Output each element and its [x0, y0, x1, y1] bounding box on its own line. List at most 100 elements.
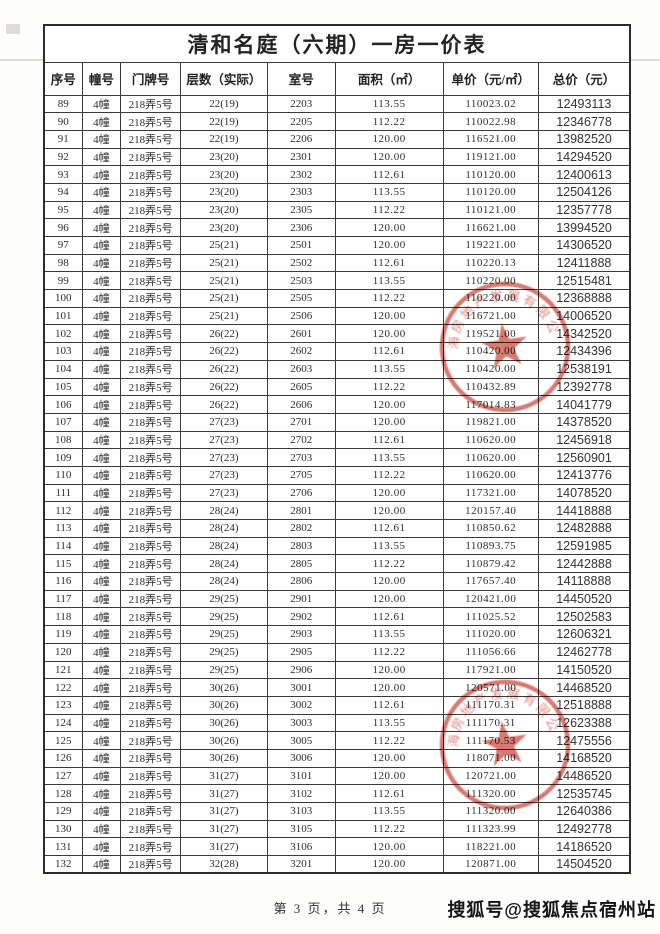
cell-index: 104 [43, 359, 83, 379]
cell-floor: 30(26) [180, 678, 268, 697]
table-row: 96 4幢 218弄5号 23(20) 2306 120.00 116621.00 13994… [43, 218, 631, 237]
cell-room-no: 2603 [266, 359, 336, 379]
table-row: 132 4幢 218弄5号 32(28) 3201 120.00 120871.00 1450… [43, 855, 631, 874]
cell-index: 118 [43, 607, 83, 627]
cell-door-no: 218弄5号 [120, 200, 182, 220]
cell-building: 4幢 [81, 678, 122, 697]
table-row: 131 4幢 218弄5号 31(27) 3106 120.00 118221.00 1418… [43, 837, 631, 857]
cell-door-no: 218弄5号 [120, 448, 182, 467]
cell-door-no: 218弄5号 [120, 342, 182, 361]
cell-area: 112.22 [334, 465, 444, 485]
table-row: 104 4幢 218弄5号 26(22) 2603 113.55 110420.00 1253… [43, 359, 631, 379]
cell-total-price: 12538191 [538, 359, 631, 379]
cell-floor: 22(19) [180, 94, 268, 114]
cell-unit-price: 111020.00 [442, 625, 540, 644]
cell-building: 4幢 [81, 112, 122, 131]
cell-unit-price: 111170.31 [442, 695, 540, 715]
cell-door-no: 218弄5号 [120, 766, 182, 786]
cell-room-no: 2906 [266, 660, 336, 680]
cell-building: 4幢 [81, 182, 122, 202]
cell-area: 113.55 [334, 359, 444, 379]
cell-room-no: 2902 [266, 607, 336, 627]
cell-area: 113.55 [334, 802, 444, 821]
table-row: 113 4幢 218弄5号 28(24) 2802 112.61 110850.62 1248… [43, 519, 631, 538]
cell-building: 4幢 [81, 837, 122, 857]
table-row: 90 4幢 218弄5号 22(19) 2205 112.22 110022.98 12346… [43, 112, 631, 131]
cell-total-price: 12400613 [538, 165, 631, 184]
cell-floor: 26(22) [180, 377, 268, 397]
cell-door-no: 218弄5号 [120, 784, 182, 803]
cell-door-no: 218弄5号 [120, 165, 182, 184]
cell-unit-price: 120571.00 [442, 678, 540, 697]
cell-area: 120.00 [334, 236, 444, 255]
cell-index: 92 [43, 147, 83, 167]
cell-building: 4幢 [81, 342, 122, 361]
cell-building: 4幢 [81, 147, 122, 167]
cell-area: 120.00 [334, 572, 444, 591]
cell-floor: 29(25) [180, 625, 268, 644]
cell-floor: 23(20) [180, 165, 268, 184]
cell-total-price: 12456918 [538, 430, 631, 450]
table-row: 128 4幢 218弄5号 31(27) 3102 112.61 111320.00 1253… [43, 784, 631, 803]
cell-total-price: 12482888 [538, 519, 631, 538]
cell-room-no: 3201 [266, 855, 336, 874]
cell-door-no: 218弄5号 [120, 748, 182, 768]
table-row: 99 4幢 218弄5号 25(21) 2503 113.55 110220.00 12515… [43, 271, 631, 291]
cell-index: 112 [43, 501, 83, 520]
cell-floor: 28(24) [180, 501, 268, 520]
cell-index: 111 [43, 483, 83, 503]
cell-door-no: 218弄5号 [120, 359, 182, 379]
cell-area: 120.00 [334, 855, 444, 874]
cell-total-price: 13982520 [538, 129, 631, 149]
cell-floor: 26(22) [180, 395, 268, 414]
cell-total-price: 14306520 [538, 236, 631, 255]
cell-area: 113.55 [334, 182, 444, 202]
cell-door-no: 218弄5号 [120, 802, 182, 821]
table-row: 93 4幢 218弄5号 23(20) 2302 112.61 110120.00 12400… [43, 165, 631, 184]
cell-index: 93 [43, 165, 83, 184]
cell-unit-price: 120721.00 [442, 766, 540, 786]
cell-index: 108 [43, 430, 83, 450]
cell-building: 4幢 [81, 713, 122, 733]
cell-room-no: 2302 [266, 165, 336, 184]
cell-unit-price: 110220.13 [442, 253, 540, 273]
table-row: 118 4幢 218弄5号 29(25) 2902 112.61 111025.52 1250… [43, 607, 631, 627]
cell-floor: 28(24) [180, 554, 268, 574]
cell-index: 90 [43, 112, 83, 131]
column-header: 幢号 [81, 61, 122, 96]
cell-index: 105 [43, 377, 83, 397]
cell-unit-price: 110121.00 [442, 200, 540, 220]
table-row: 123 4幢 218弄5号 30(26) 3002 112.61 111170.31 1251… [43, 695, 631, 715]
cell-area: 112.61 [334, 519, 444, 538]
cell-total-price: 12493113 [538, 94, 631, 114]
cell-building: 4幢 [81, 306, 122, 326]
cell-door-no: 218弄5号 [120, 236, 182, 255]
cell-building: 4幢 [81, 695, 122, 715]
cell-total-price: 12434396 [538, 342, 631, 361]
cell-floor: 26(22) [180, 359, 268, 379]
cell-floor: 22(19) [180, 112, 268, 131]
cell-total-price: 14294520 [538, 147, 631, 167]
cell-area: 112.61 [334, 342, 444, 361]
table-row: 109 4幢 218弄5号 27(23) 2703 113.55 110620.00 1256… [43, 448, 631, 467]
cell-area: 113.55 [334, 536, 444, 556]
table-row: 114 4幢 218弄5号 28(24) 2803 113.55 110893.75 1259… [43, 536, 631, 556]
table-row: 89 4幢 218弄5号 22(19) 2203 113.55 110023.02 12493… [43, 94, 631, 114]
cell-room-no: 2703 [266, 448, 336, 467]
cell-room-no: 2306 [266, 218, 336, 237]
cell-index: 107 [43, 412, 83, 432]
cell-index: 121 [43, 660, 83, 680]
cell-floor: 31(27) [180, 784, 268, 803]
cell-total-price: 12591985 [538, 536, 631, 556]
column-header: 序号 [43, 61, 83, 96]
cell-floor: 31(27) [180, 819, 268, 839]
cell-door-no: 218弄5号 [120, 306, 182, 326]
cell-index: 122 [43, 678, 83, 697]
table-row: 103 4幢 218弄5号 26(22) 2602 112.61 110420.00 1243… [43, 342, 631, 361]
cell-index: 131 [43, 837, 83, 857]
cell-area: 120.00 [334, 678, 444, 697]
cell-unit-price: 117657.40 [442, 572, 540, 591]
cell-room-no: 2605 [266, 377, 336, 397]
cell-door-no: 218弄5号 [120, 483, 182, 503]
cell-area: 120.00 [334, 129, 444, 149]
